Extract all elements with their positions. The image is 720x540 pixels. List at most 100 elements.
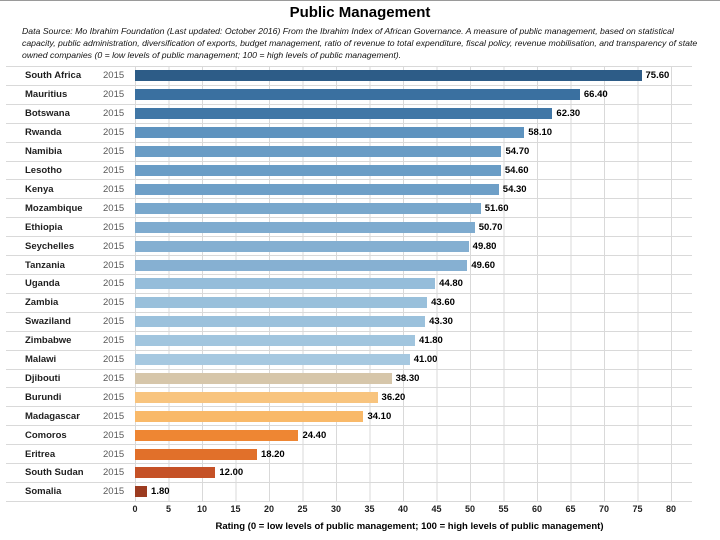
bar-row: Comoros 2015 24.40 xyxy=(6,426,692,446)
value-label: 38.30 xyxy=(395,372,420,384)
bar-row: Rwanda 2015 58.10 xyxy=(6,124,692,143)
bar-track: 51.60 xyxy=(135,199,692,217)
bar xyxy=(135,70,642,82)
bar-row: Uganda 2015 44.80 xyxy=(6,275,692,294)
value-label: 34.10 xyxy=(367,410,392,422)
country-label: Eritrea xyxy=(25,448,56,460)
country-label: Burundi xyxy=(25,391,62,403)
country-label: Zimbabwe xyxy=(25,335,72,347)
x-tick-label: 35 xyxy=(364,504,375,514)
value-label: 36.20 xyxy=(381,391,406,403)
chart-title: Public Management xyxy=(289,4,431,21)
value-label: 43.60 xyxy=(431,297,455,309)
bar-row: Botswana 2015 62.30 xyxy=(6,105,692,124)
bar-track: 43.60 xyxy=(135,294,692,312)
x-tick-label: 10 xyxy=(196,504,208,514)
value-label: 51.60 xyxy=(484,202,509,214)
value-label: 58.10 xyxy=(528,127,553,139)
year-label: 2015 xyxy=(103,297,125,309)
value-label: 49.80 xyxy=(472,240,497,252)
value-label: 18.20 xyxy=(260,448,285,460)
country-label: Djibouti xyxy=(25,372,61,384)
bar-track: 36.20 xyxy=(135,388,692,406)
bar-rows: South Africa 2015 75.60 Mauritius 2015 66.40 B… xyxy=(6,67,692,502)
value-label: 66.40 xyxy=(583,89,608,101)
bar xyxy=(135,240,469,252)
x-tick-label: 20 xyxy=(263,504,275,514)
bar xyxy=(135,127,525,139)
bar-row: South Africa 2015 75.60 xyxy=(6,67,692,86)
bar xyxy=(135,486,148,498)
bar-track: 75.60 xyxy=(135,67,692,85)
bar xyxy=(135,202,481,214)
country-label: Zambia xyxy=(25,297,59,309)
x-axis-ticks: 0 5 10 15 20 25 30 35 40 45 50 55 60 65 70 75 80 xyxy=(6,504,706,516)
x-tick-label: 65 xyxy=(565,504,576,514)
bar-row: Zambia 2015 43.60 xyxy=(6,294,692,313)
value-label: 41.00 xyxy=(413,354,438,366)
value-label: 54.30 xyxy=(502,183,527,195)
bar xyxy=(135,429,299,441)
x-tick-label: 50 xyxy=(464,504,476,514)
country-label: Uganda xyxy=(25,278,60,290)
country-label: Swaziland xyxy=(25,316,71,328)
country-label: South Sudan xyxy=(25,467,84,479)
bar-track: 12.00 xyxy=(135,464,692,482)
year-label: 2015 xyxy=(103,391,125,403)
bar-track: 1.80 xyxy=(135,483,692,501)
value-label: 54.70 xyxy=(505,146,530,158)
country-label: Madagascar xyxy=(25,410,80,422)
bar xyxy=(135,354,410,366)
year-label: 2015 xyxy=(103,221,125,233)
x-tick-label: 80 xyxy=(665,504,677,514)
bar-track: 54.60 xyxy=(135,162,692,180)
bar xyxy=(135,391,378,403)
bar-row: Burundi 2015 36.20 xyxy=(6,388,692,408)
chart-subtitle: Data Source: Mo Ibrahim Foundation (Last… xyxy=(22,26,698,60)
x-tick-label: 60 xyxy=(531,504,543,514)
bar-track: 54.70 xyxy=(135,143,692,161)
country-label: Somalia xyxy=(25,486,62,498)
bar-track: 54.30 xyxy=(135,180,692,198)
year-label: 2015 xyxy=(103,259,125,271)
x-tick-label: 30 xyxy=(330,504,342,514)
bar-track: 41.00 xyxy=(135,351,692,369)
bar-row: Mozambique 2015 51.60 xyxy=(6,199,692,219)
value-label: 49.60 xyxy=(471,259,496,271)
bar-row: Namibia 2015 54.70 xyxy=(6,143,692,162)
country-label: Seychelles xyxy=(25,240,75,252)
year-label: 2015 xyxy=(103,127,125,139)
year-label: 2015 xyxy=(103,240,125,252)
bar-track: 66.40 xyxy=(135,86,692,104)
year-label: 2015 xyxy=(103,278,125,290)
bar-track: 38.30 xyxy=(135,370,692,388)
bar xyxy=(135,221,475,233)
bar xyxy=(135,372,392,384)
bar-track: 34.10 xyxy=(135,407,692,425)
bar xyxy=(135,467,216,479)
bar-row: Djibouti 2015 38.30 xyxy=(6,370,692,389)
year-label: 2015 xyxy=(103,316,125,328)
x-tick-label: 55 xyxy=(498,504,509,514)
value-label: 44.80 xyxy=(439,278,463,290)
country-label: Malawi xyxy=(25,354,57,366)
year-label: 2015 xyxy=(103,146,125,158)
bar-track: 49.60 xyxy=(135,256,692,274)
x-tick-label: 75 xyxy=(632,504,643,514)
bar-row: Eritrea 2015 18.20 xyxy=(6,445,692,465)
bar-track: 50.70 xyxy=(135,218,692,236)
bar-row: Tanzania 2015 49.60 xyxy=(6,256,692,275)
bar-track: 58.10 xyxy=(135,124,692,142)
bar-row: Lesotho 2015 54.60 xyxy=(6,162,692,181)
bar-row: Malawi 2015 41.00 xyxy=(6,351,692,370)
year-label: 2015 xyxy=(103,70,125,82)
year-label: 2015 xyxy=(103,448,125,460)
bar xyxy=(135,316,426,328)
bar xyxy=(135,108,553,120)
x-tick-label: 5 xyxy=(165,504,172,514)
bar-row: Swaziland 2015 43.30 xyxy=(6,313,692,332)
bar-track: 24.40 xyxy=(135,426,692,444)
bar-track: 62.30 xyxy=(135,105,692,123)
country-label: Ethiopia xyxy=(25,221,63,233)
bar-track: 49.80 xyxy=(135,237,692,255)
